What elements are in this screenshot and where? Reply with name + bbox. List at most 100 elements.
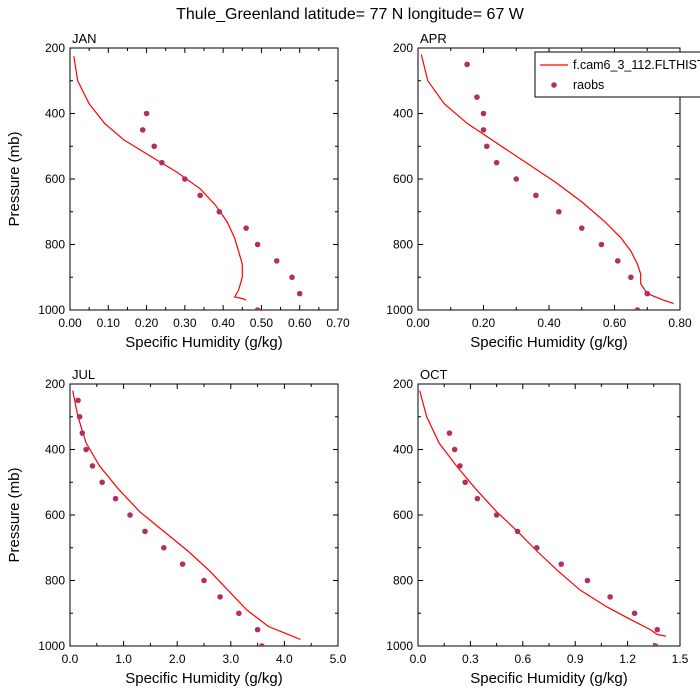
x-tick-label: 0.20 [472, 316, 496, 330]
raobs-point [654, 626, 661, 633]
raobs-point [474, 94, 480, 100]
x-tick-label: 0.0 [410, 652, 427, 666]
raobs-point [296, 290, 303, 297]
raobs-point [513, 176, 520, 182]
raobs-point [151, 143, 158, 150]
raobs-point [99, 479, 105, 486]
model-line [420, 54, 674, 304]
y-tick-label: 800 [45, 238, 65, 252]
panel-jan: JAN 0.00 0.10 0.20 0.30 0.40 0.50 0.60 0.70 200 40… [6, 31, 350, 351]
raobs-point [143, 110, 150, 117]
raobs-point [254, 241, 261, 248]
x-tick-label: 0.50 [250, 316, 274, 330]
x-tick-label: 3.0 [222, 652, 239, 666]
panel-apr: APR 0.00 0.20 0.40 0.60 0.80 200 400 600 800 1000 S… [386, 31, 692, 351]
raobs-point [259, 643, 265, 646]
raobs-point [607, 594, 613, 600]
raobs-point [89, 463, 96, 469]
y-tick-label: 800 [393, 574, 413, 588]
raobs-point [182, 176, 188, 182]
raobs-point [236, 610, 242, 617]
raobs-point [161, 544, 167, 551]
raobs-point [634, 307, 641, 310]
x-tick-label: 0.40 [211, 316, 235, 330]
x-tick-label: 0.0 [62, 652, 79, 666]
raobs-point [254, 307, 261, 310]
raobs-point [446, 430, 453, 436]
x-tick-label: 0.60 [288, 316, 312, 330]
y-tick-label: 200 [45, 377, 65, 391]
y-tick-label: 800 [45, 574, 65, 588]
x-tick-label: 0.3 [462, 652, 479, 666]
raobs-point [197, 192, 203, 199]
panel-label: OCT [420, 367, 448, 382]
plot-frame [69, 383, 339, 647]
x-tick-label: 0.00 [406, 316, 430, 330]
x-tick-label: 0.20 [135, 316, 159, 330]
raobs-point [127, 512, 133, 518]
raobs-point [464, 61, 470, 68]
y-tick-label: 800 [393, 238, 413, 252]
y-tick-label: 200 [393, 377, 413, 391]
plot-area [419, 390, 667, 646]
y-tick-label: 1000 [38, 639, 65, 653]
x-axis-label: Specific Humidity (g/kg) [125, 334, 283, 351]
raobs-point [480, 110, 487, 117]
panels-group: JAN 0.00 0.10 0.20 0.30 0.40 0.50 0.60 0.70 200 40… [6, 31, 700, 687]
raobs-point [159, 159, 165, 166]
x-tick-label: 5.0 [330, 652, 347, 666]
x-tick-label: 0.30 [173, 316, 197, 330]
raobs-point [139, 127, 146, 133]
y-tick-label: 1000 [38, 303, 65, 317]
y-tick-label: 600 [393, 172, 413, 186]
raobs-point [112, 495, 119, 502]
x-tick-label: 2.0 [169, 652, 186, 666]
plot-area [73, 56, 303, 310]
y-tick-label: 1000 [386, 639, 413, 653]
y-tick-label: 600 [45, 172, 65, 186]
raobs-point [578, 225, 585, 231]
raobs-point [652, 643, 659, 646]
y-tick-label: 400 [393, 443, 413, 457]
raobs-point [493, 159, 500, 166]
y-tick-label: 600 [45, 508, 65, 522]
raobs-point [217, 594, 223, 600]
raobs-point [142, 528, 148, 535]
plot-frame [417, 383, 681, 647]
raobs-point [644, 290, 651, 297]
y-tick-label: 400 [45, 107, 65, 121]
raobs-point [243, 225, 249, 231]
raobs-point [201, 577, 207, 584]
raobs-point [628, 274, 634, 281]
x-tick-label: 0.6 [514, 652, 531, 666]
x-tick-label: 0.00 [58, 316, 82, 330]
raobs-point [179, 561, 186, 567]
y-axis-label: Pressure (mb) [6, 467, 23, 562]
legend-obs-swatch [551, 82, 557, 88]
figure-title: Thule_Greenland latitude= 77 N longitude… [176, 6, 525, 23]
plot-frame [69, 47, 339, 311]
model-line [73, 56, 247, 301]
panel-label: JAN [72, 31, 97, 46]
y-tick-label: 200 [393, 41, 413, 55]
raobs-point [79, 430, 86, 436]
raobs-point [254, 626, 261, 633]
raobs-point [533, 192, 539, 199]
x-axis-label: Specific Humidity (g/kg) [470, 670, 628, 687]
raobs-point [533, 544, 540, 551]
x-tick-label: 0.60 [603, 316, 627, 330]
x-tick-label: 1.0 [115, 652, 132, 666]
y-tick-label: 400 [393, 107, 413, 121]
raobs-point [480, 127, 487, 133]
x-axis-label: Specific Humidity (g/kg) [470, 334, 628, 351]
model-line [72, 390, 301, 641]
x-tick-label: 1.5 [672, 652, 689, 666]
raobs-point [514, 528, 521, 535]
x-axis-label: Specific Humidity (g/kg) [125, 670, 283, 687]
y-tick-label: 600 [393, 508, 413, 522]
raobs-point [457, 463, 463, 469]
legend-model-label: f.cam6_3_112.FLTHIST [573, 58, 700, 72]
raobs-point [584, 577, 591, 584]
